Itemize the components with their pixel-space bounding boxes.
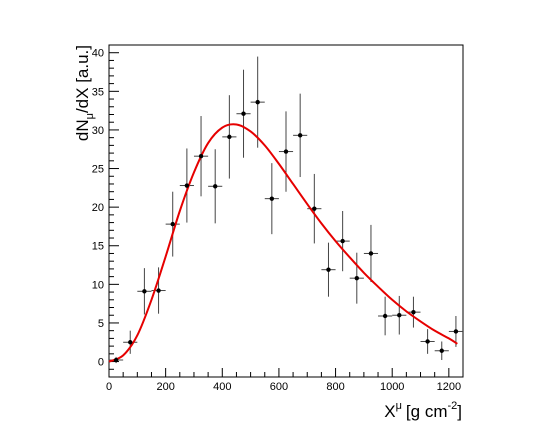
y-tick-label: 40 bbox=[92, 48, 104, 60]
data-points bbox=[113, 99, 459, 363]
x-tick-labels: 0 200 400 600 800 1000 1200 bbox=[106, 381, 461, 393]
fit-curve bbox=[108, 123, 458, 363]
data-point bbox=[382, 313, 388, 319]
x-axis-title: Xμ [g cm-2] bbox=[384, 400, 462, 421]
x-tick-label: 200 bbox=[156, 381, 174, 393]
x-tick-label: 400 bbox=[213, 381, 231, 393]
y-tick-label: 35 bbox=[92, 86, 104, 98]
y-tick-label: 30 bbox=[92, 125, 104, 137]
data-point bbox=[340, 238, 345, 244]
data-point bbox=[170, 221, 175, 227]
y-tick-labels: 0 5 10 15 20 25 30 35 40 bbox=[92, 48, 104, 369]
data-point bbox=[283, 149, 289, 154]
data-point bbox=[411, 309, 416, 315]
data-point bbox=[297, 133, 303, 138]
x-tick-label: 1200 bbox=[437, 381, 461, 393]
y-tick-label: 0 bbox=[98, 357, 104, 369]
data-point bbox=[227, 134, 232, 140]
data-point bbox=[326, 267, 331, 272]
data-point bbox=[453, 329, 459, 334]
data-point bbox=[213, 184, 218, 189]
x-tick-label: 1000 bbox=[380, 381, 404, 393]
data-point bbox=[255, 99, 260, 105]
data-point bbox=[439, 348, 444, 353]
data-point bbox=[368, 251, 374, 256]
data-point bbox=[198, 153, 204, 159]
data-point bbox=[397, 313, 402, 318]
data-point bbox=[354, 275, 359, 281]
axis-ticks bbox=[108, 44, 464, 378]
x-tick-label: 600 bbox=[270, 381, 288, 393]
data-point bbox=[425, 339, 430, 344]
data-point bbox=[241, 111, 246, 116]
data-point bbox=[312, 206, 317, 211]
data-point bbox=[184, 183, 190, 188]
y-axis-title: dNμ/dX [a.u.] bbox=[73, 45, 96, 141]
error-bars bbox=[109, 56, 463, 364]
data-point bbox=[113, 357, 119, 363]
y-tick-label: 10 bbox=[92, 279, 104, 291]
y-tick-label: 25 bbox=[92, 164, 104, 176]
x-tick-label: 800 bbox=[326, 381, 344, 393]
y-tick-label: 5 bbox=[98, 318, 104, 330]
plot-frame bbox=[108, 44, 464, 378]
data-point bbox=[128, 340, 133, 345]
data-point bbox=[269, 196, 275, 201]
y-tick-label: 15 bbox=[92, 241, 104, 253]
y-tick-label: 20 bbox=[92, 202, 104, 214]
data-point bbox=[156, 288, 161, 293]
data-point bbox=[142, 289, 147, 294]
x-tick-label: 0 bbox=[106, 381, 112, 393]
